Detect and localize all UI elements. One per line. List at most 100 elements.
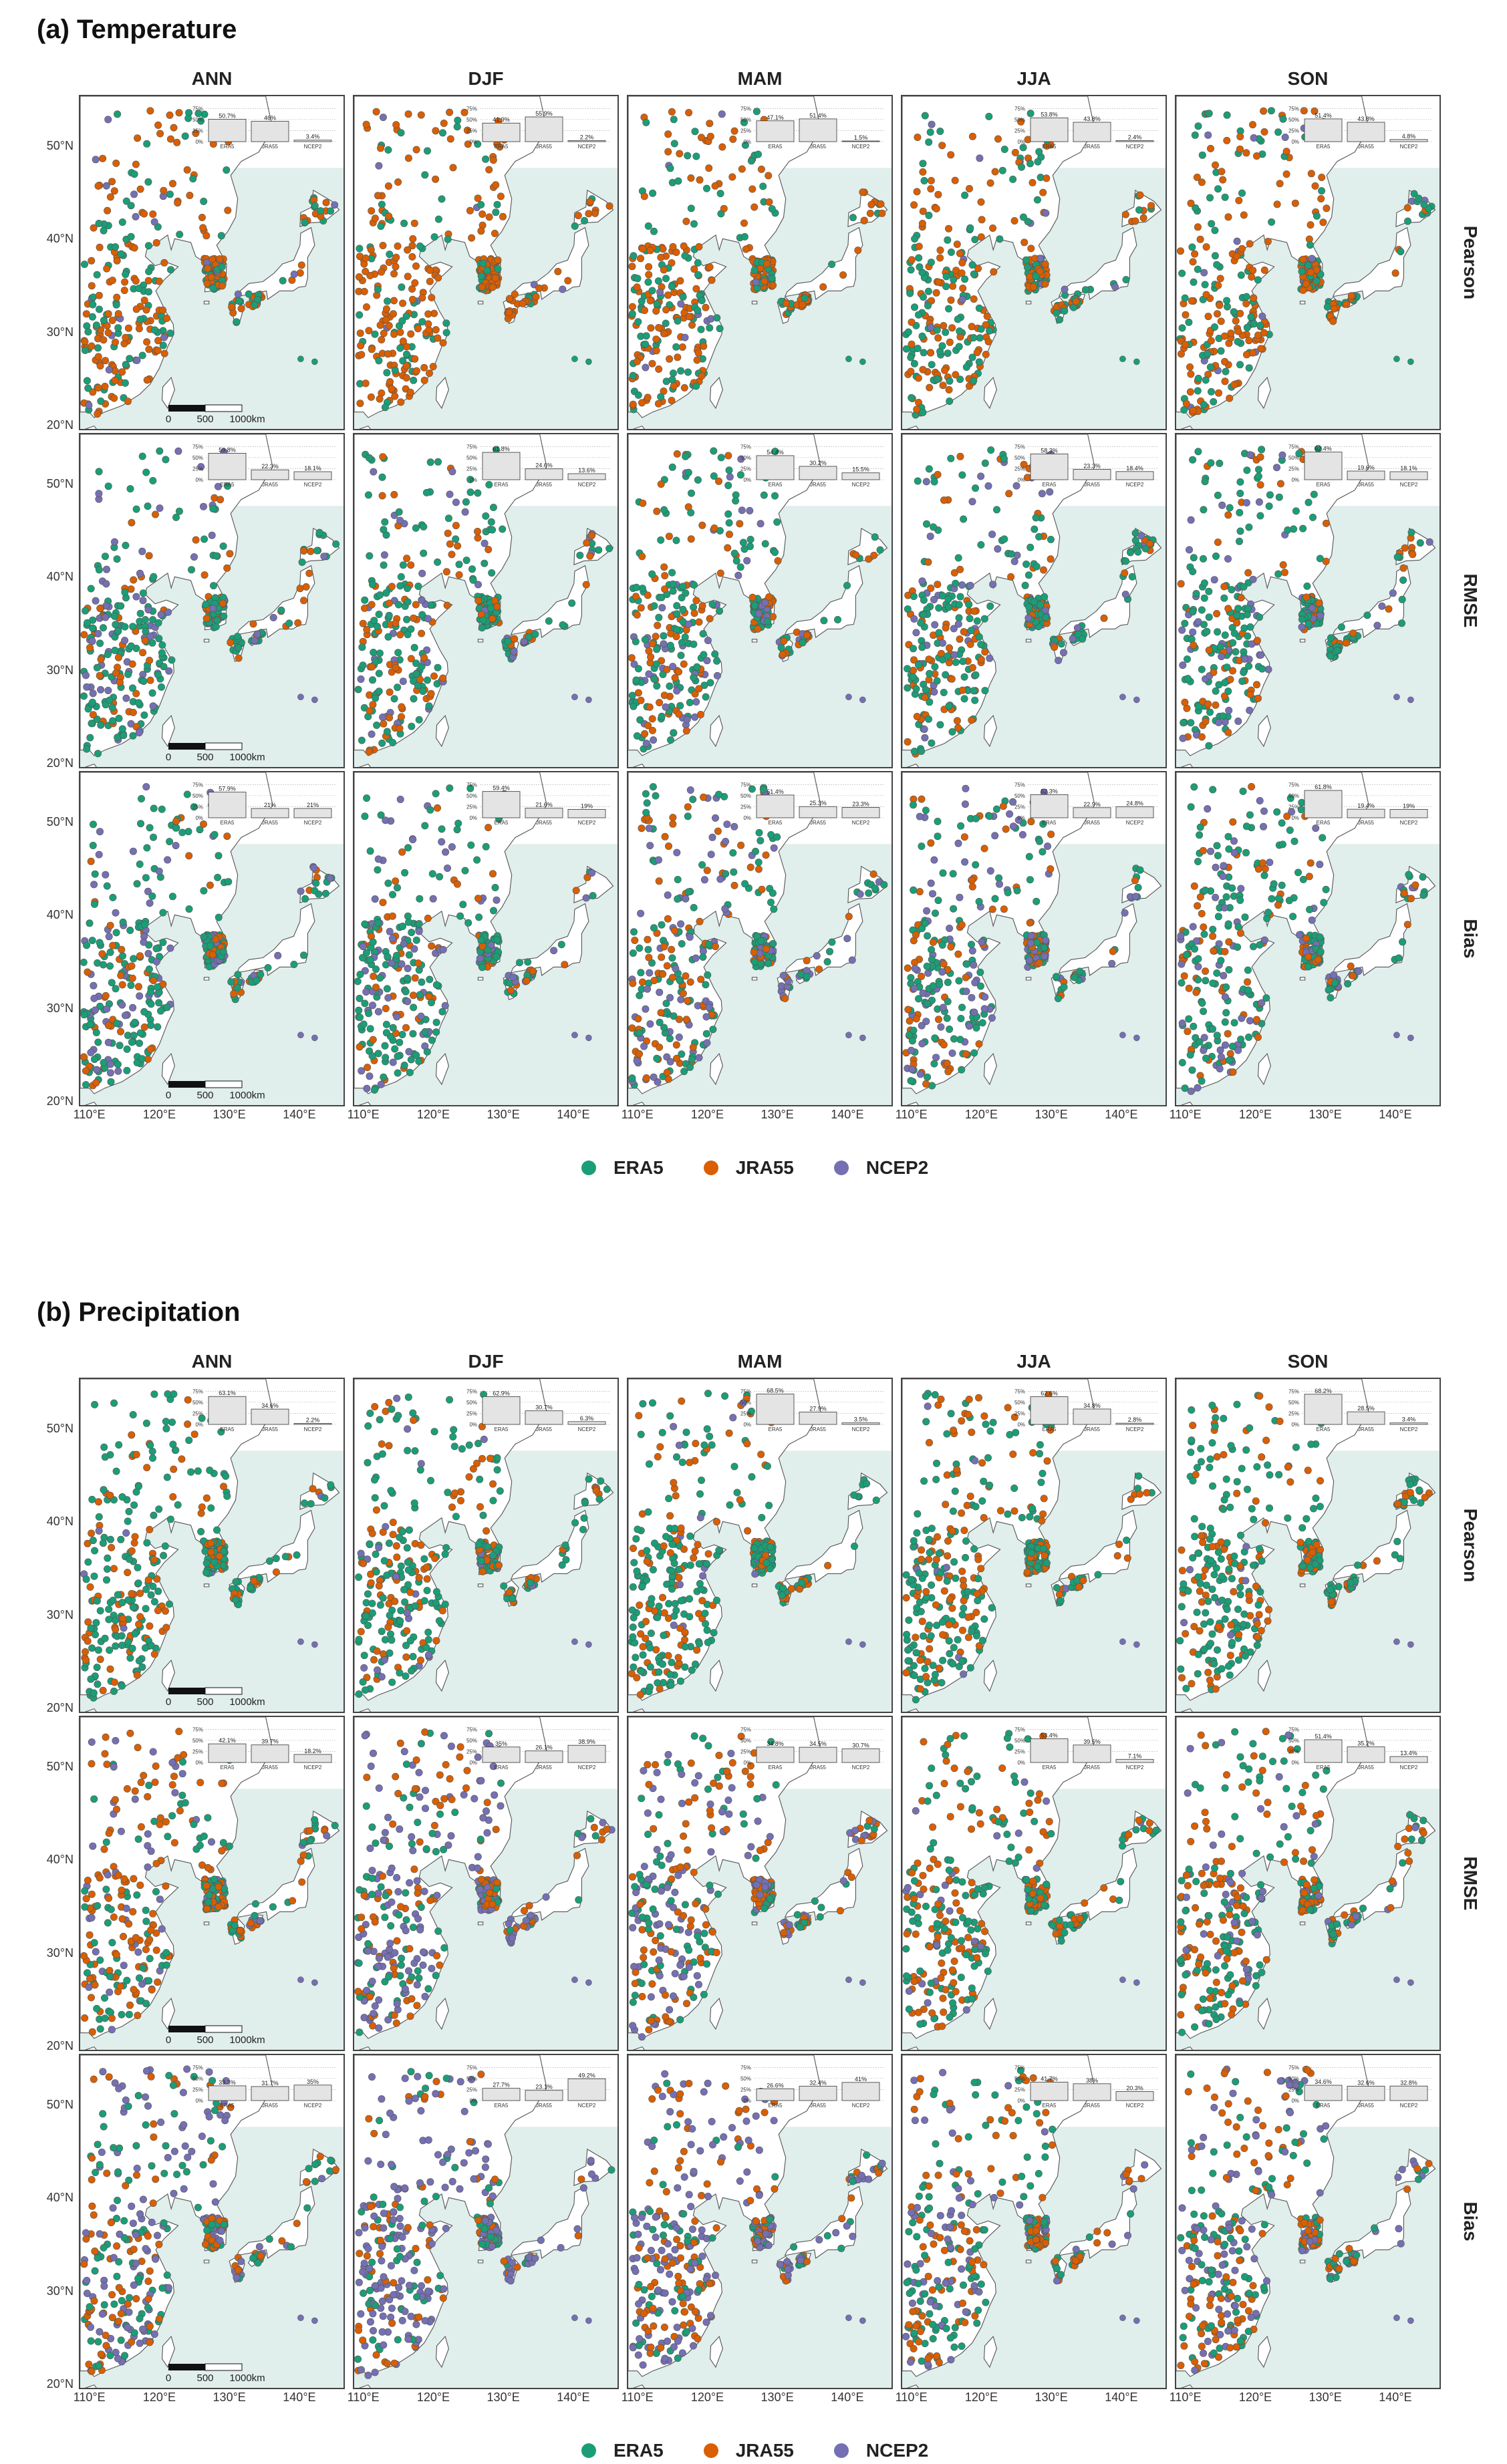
- station-marker-era5: [154, 983, 160, 990]
- station-marker-era5: [122, 271, 129, 277]
- station-marker-era5: [1200, 506, 1207, 513]
- station-marker-jra55: [926, 676, 932, 683]
- latitude-tick-label: 20°N: [33, 418, 74, 432]
- station-marker-jra55: [920, 168, 926, 175]
- station-marker-era5: [160, 342, 166, 349]
- station-marker-era5: [1224, 664, 1230, 671]
- station-marker-jra55: [670, 814, 676, 820]
- station-marker-era5: [375, 1050, 382, 1057]
- station-marker-jra55: [511, 635, 517, 642]
- station-marker-jra55: [640, 500, 646, 506]
- station-marker-jra55: [426, 278, 433, 285]
- station-marker-jra55: [644, 722, 651, 729]
- inset-category-label: JRA55: [262, 820, 279, 826]
- station-marker-jra55: [137, 186, 144, 192]
- station-marker-jra55: [380, 330, 387, 337]
- station-marker-era5: [124, 1046, 130, 1052]
- inset-bar-ncep2: [1116, 140, 1153, 142]
- station-marker-era5: [694, 307, 701, 314]
- station-marker-jra55: [110, 942, 116, 949]
- station-marker-era5: [748, 158, 755, 164]
- station-marker-ncep2: [136, 993, 143, 999]
- station-marker-era5: [658, 713, 665, 720]
- station-marker-era5: [394, 684, 400, 691]
- station-marker-era5: [1034, 196, 1041, 203]
- station-marker-ncep2: [90, 690, 96, 697]
- station-marker-jra55: [755, 866, 762, 873]
- station-marker-era5: [636, 992, 643, 999]
- station-marker-ncep2: [90, 982, 97, 989]
- station-marker-era5: [981, 615, 988, 622]
- inset-bar-era5: [1305, 452, 1342, 480]
- station-marker-jra55: [143, 339, 150, 345]
- station-marker-jra55: [1178, 351, 1184, 357]
- station-marker: [571, 356, 577, 362]
- station-marker-era5: [635, 318, 642, 325]
- station-marker-jra55: [357, 330, 364, 337]
- station-marker-jra55: [630, 401, 636, 408]
- station-marker-era5: [634, 732, 640, 739]
- scale-bar-label: 0: [166, 752, 171, 763]
- station-marker-era5: [661, 506, 668, 513]
- station-marker-jra55: [386, 689, 393, 696]
- station-marker-era5: [629, 1074, 636, 1081]
- station-marker-era5: [877, 547, 883, 553]
- station-marker-jra55: [985, 338, 992, 345]
- station-marker-era5: [157, 1008, 164, 1014]
- station-marker-era5: [149, 689, 156, 696]
- station-marker-ncep2: [1111, 283, 1118, 290]
- station-marker-era5: [677, 367, 684, 374]
- station-marker-jra55: [933, 289, 940, 296]
- station-marker-ncep2: [714, 672, 720, 679]
- station-marker-ncep2: [708, 851, 714, 858]
- inset-value-label: 50.7%: [219, 112, 236, 119]
- station-marker-jra55: [673, 1055, 680, 1062]
- station-marker-era5: [986, 113, 992, 120]
- station-marker-jra55: [489, 284, 496, 291]
- station-marker-jra55: [404, 273, 411, 280]
- station-marker-jra55: [398, 399, 404, 406]
- station-marker-era5: [120, 919, 126, 925]
- station-marker-ncep2: [140, 597, 146, 604]
- station-marker-jra55: [1232, 317, 1239, 324]
- station-marker-era5: [1364, 612, 1371, 619]
- inset-bar-era5: [757, 456, 794, 480]
- station-marker-era5: [445, 515, 452, 522]
- station-marker-era5: [642, 341, 648, 347]
- station-marker-ncep2: [103, 581, 110, 587]
- station-marker-jra55: [475, 597, 482, 604]
- station-marker: [571, 1032, 577, 1038]
- station-marker-era5: [1033, 273, 1039, 279]
- figure-title: (a) Temperature: [37, 15, 237, 45]
- station-marker-era5: [943, 273, 950, 280]
- station-marker-jra55: [115, 310, 122, 317]
- station-marker-jra55: [390, 271, 397, 277]
- station-marker-era5: [400, 220, 407, 226]
- station-marker-era5: [1041, 593, 1048, 600]
- station-marker-era5: [945, 596, 952, 603]
- station-marker-era5: [84, 746, 90, 752]
- station-marker-era5: [680, 583, 686, 590]
- station-marker-jra55: [749, 594, 756, 601]
- station-marker-era5: [713, 657, 720, 664]
- station-marker-era5: [111, 613, 118, 619]
- station-marker-era5: [405, 919, 412, 925]
- station-marker-era5: [153, 945, 160, 952]
- station-marker-era5: [682, 590, 689, 597]
- station-marker-jra55: [523, 977, 530, 984]
- station-marker-jra55: [763, 260, 770, 267]
- station-marker-jra55: [954, 718, 960, 724]
- station-marker-jra55: [649, 360, 656, 367]
- station-marker-era5: [131, 170, 138, 177]
- station-marker-jra55: [698, 134, 704, 141]
- station-marker-era5: [150, 477, 156, 484]
- station-marker-era5: [1190, 555, 1197, 561]
- station-marker-era5: [463, 557, 470, 563]
- station-marker-jra55: [82, 338, 88, 345]
- station-marker-ncep2: [1218, 653, 1224, 659]
- station-marker-era5: [1255, 473, 1262, 480]
- station-marker-era5: [655, 277, 662, 284]
- station-marker-era5: [908, 354, 914, 361]
- station-marker-era5: [399, 923, 406, 929]
- station-marker-era5: [986, 327, 992, 334]
